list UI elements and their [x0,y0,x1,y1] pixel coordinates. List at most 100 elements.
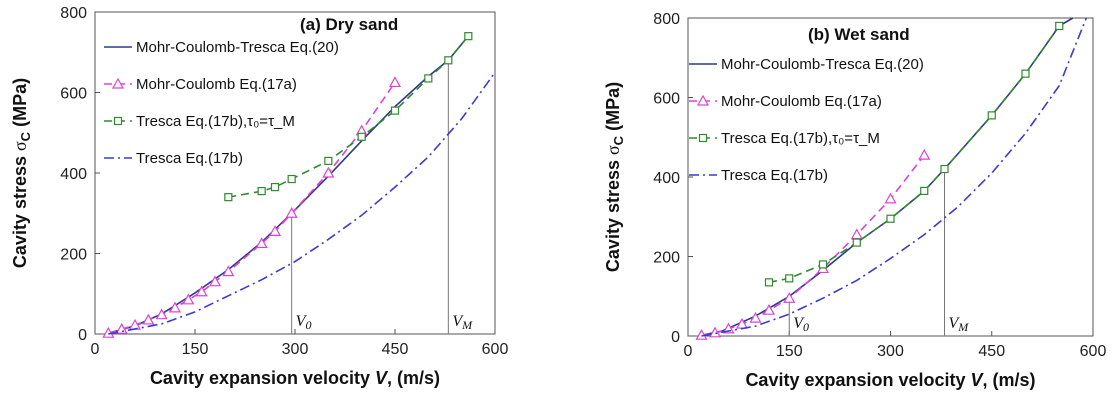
data-point-triangle [285,207,298,218]
data-point-square [818,260,828,269]
series-line-4 [108,71,496,335]
data-point-square [852,238,861,247]
data-point-square [287,174,296,184]
data-point-square [390,106,400,115]
data-point-triangle [695,328,708,340]
data-point-square [257,187,266,196]
y-tick-label: 800 [653,11,680,28]
legend-entry-2: Mohr-Coulomb Eq.(17a) [689,93,882,110]
data-point-triangle [918,148,931,160]
data-point-triangle [182,293,195,305]
legend-label: Tresca Eq.(17b),τ₀=τ_M [721,130,880,147]
x-tick-label: 0 [91,341,100,358]
legend-label: Mohr-Coulomb Eq.(17a) [136,76,297,93]
y-tick-label: 400 [60,166,87,183]
legend-marker [111,77,125,89]
legend-label: Mohr-Coulomb Eq.(17a) [721,93,882,110]
legend-entry-1: Mohr-Coulomb-Tresca Eq.(20) [104,39,339,56]
y-tick-label: 800 [60,5,87,22]
data-point-triangle [222,265,235,277]
x-axis-label: Cavity expansion velocity V, (m/s) [745,370,1035,390]
x-tick-label: 150 [776,343,803,360]
data-point-square [357,132,366,141]
y-tick-label: 600 [653,91,680,108]
data-point-square [270,182,280,192]
data-point-triangle [168,301,182,313]
data-point-triangle [208,275,222,287]
data-point-square [1021,69,1030,78]
x-tick-label: 300 [282,341,309,358]
data-point-triangle [850,228,863,240]
legend-marker [113,116,123,126]
series-line-4 [701,17,1088,337]
x-tick-label: 150 [182,341,209,358]
data-point-square [424,74,433,83]
y-axis-label: Cavity stress σC (MPa) [603,82,626,272]
chart-panel-2: 0 150 300 450 600 0 200 400 600 800 Cavity expansi… [603,11,1106,390]
chart-title: (a) Dry sand [300,15,398,34]
data-point-triangle [195,285,208,297]
data-point-square [886,214,895,223]
y-tick-label: 400 [653,170,680,187]
legend-entry-4: Tresca Eq.(17b) [104,150,243,167]
y-tick-label: 0 [671,329,680,346]
legend-label: Mohr-Coulomb-Tresca Eq.(20) [136,39,339,56]
chart-title: (b) Wet sand [808,25,910,44]
annotation-label: V0 [793,315,809,334]
data-point-triangle [783,292,796,303]
data-point-square [940,164,949,174]
data-point-triangle [102,326,115,338]
x-tick-label: 450 [382,341,409,358]
data-point-triangle [388,76,402,88]
data-point-triangle [115,322,128,334]
data-point-triangle [322,166,335,178]
series-line-3 [768,25,1060,284]
plot-frame [94,11,496,335]
legend-entry-2: Mohr-Coulomb Eq.(17a) [104,76,297,93]
x-tick-label: 450 [978,343,1005,360]
data-point-square [785,274,794,283]
legend-entry-3: Tresca Eq.(17b),τ₀=τ_M [689,130,880,147]
x-tick-label: 600 [1080,343,1107,360]
y-tick-label: 200 [60,247,87,264]
data-point-square [444,56,453,65]
data-point-square [224,193,233,202]
legend-label: Tresca Eq.(17b) [721,167,828,184]
legend-marker [696,94,710,106]
x-tick-label: 300 [877,343,904,360]
legend-label: Mohr-Coulomb-Tresca Eq.(20) [721,56,924,73]
data-point-square [324,156,333,166]
legend-entry-3: Tresca Eq.(17b),τ₀=τ_M [104,113,295,130]
data-point-triangle [884,192,897,204]
data-point-triangle [155,308,168,320]
data-point-square [764,278,774,287]
y-tick-label: 600 [60,86,87,103]
annotation-label: V0 [296,313,312,332]
x-tick-label: 0 [684,343,693,360]
annotation-label: VM [452,313,473,332]
legend-entry-4: Tresca Eq.(17b) [689,167,828,184]
data-point-square [987,111,996,120]
chart-panel-1: 0 150 300 450 600 0 200 400 600 800 Cavity expansi… [10,5,508,388]
x-axis-label: Cavity expansion velocity V, (m/s) [150,368,440,388]
data-point-triangle [142,313,155,325]
y-axis-label: Cavity stress σC (MPa) [10,78,33,268]
data-point-triangle [708,326,722,338]
series-line-2 [108,81,396,334]
legend-marker [698,133,708,143]
data-point-triangle [255,237,268,249]
data-point-square [1055,21,1064,31]
legend-label: Tresca Eq.(17b),τ₀=τ_M [136,113,295,130]
data-point-triangle [762,303,776,315]
x-tick-label: 600 [482,341,509,358]
data-point-triangle [268,225,282,236]
legend-label: Tresca Eq.(17b) [136,150,243,167]
annotation-label: VM [949,315,970,334]
data-point-triangle [749,311,762,323]
y-tick-label: 0 [78,327,87,344]
data-point-square [464,32,473,41]
legend-entry-1: Mohr-Coulomb-Tresca Eq.(20) [689,56,924,73]
series-line-3 [228,35,469,198]
data-point-square [920,186,929,196]
